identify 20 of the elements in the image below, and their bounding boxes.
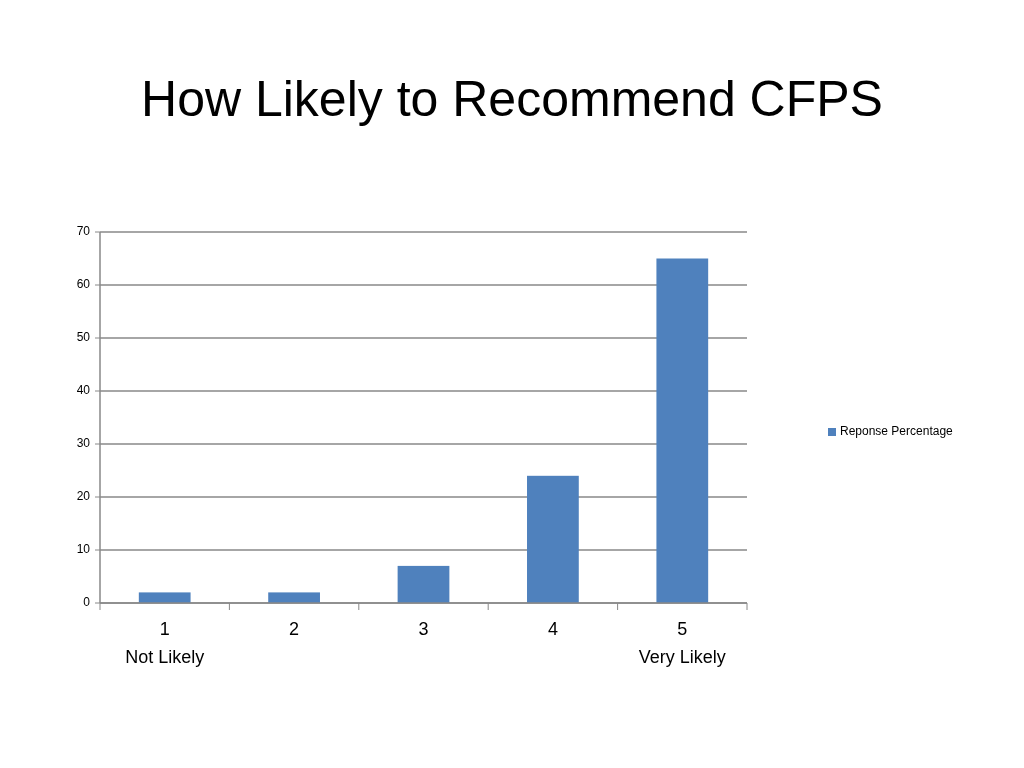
legend-label: Reponse Percentage (840, 424, 954, 439)
y-tick-label: 30 (76, 436, 91, 451)
y-tick-label: 60 (76, 277, 91, 292)
x-tick-label: 3 (418, 619, 429, 639)
x-tick-label: 4 (547, 619, 558, 639)
x-tick-label: 5 Very Likely (638, 619, 726, 667)
x-tick-label: 1 Not Likely (125, 619, 205, 667)
x-tick-label: 2 (289, 619, 300, 639)
y-tick-label: 70 (76, 224, 91, 239)
y-tick-label: 20 (76, 489, 91, 504)
bar (656, 258, 709, 603)
bar (138, 592, 191, 603)
chart-title: How Likely to Recommend CFPS (141, 71, 883, 127)
bar (527, 475, 579, 603)
y-tick-label: 50 (76, 330, 91, 345)
y-tick-label: 0 (83, 595, 91, 610)
bar (268, 592, 320, 603)
bar (397, 565, 450, 603)
y-tick-label: 40 (76, 383, 91, 398)
y-tick-label: 10 (76, 542, 91, 557)
